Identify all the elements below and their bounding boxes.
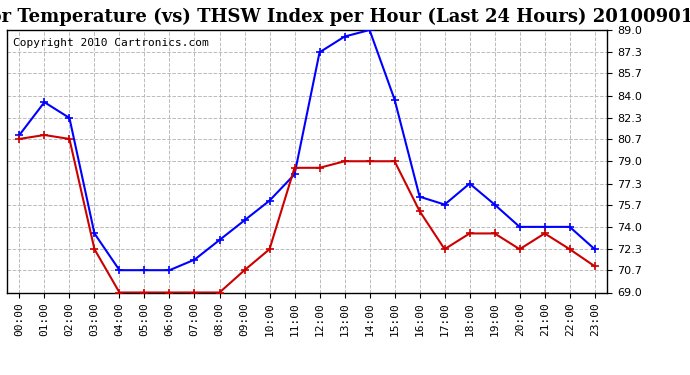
Text: Outdoor Temperature (vs) THSW Index per Hour (Last 24 Hours) 20100901: Outdoor Temperature (vs) THSW Index per … bbox=[0, 8, 690, 26]
Text: Copyright 2010 Cartronics.com: Copyright 2010 Cartronics.com bbox=[13, 38, 208, 48]
